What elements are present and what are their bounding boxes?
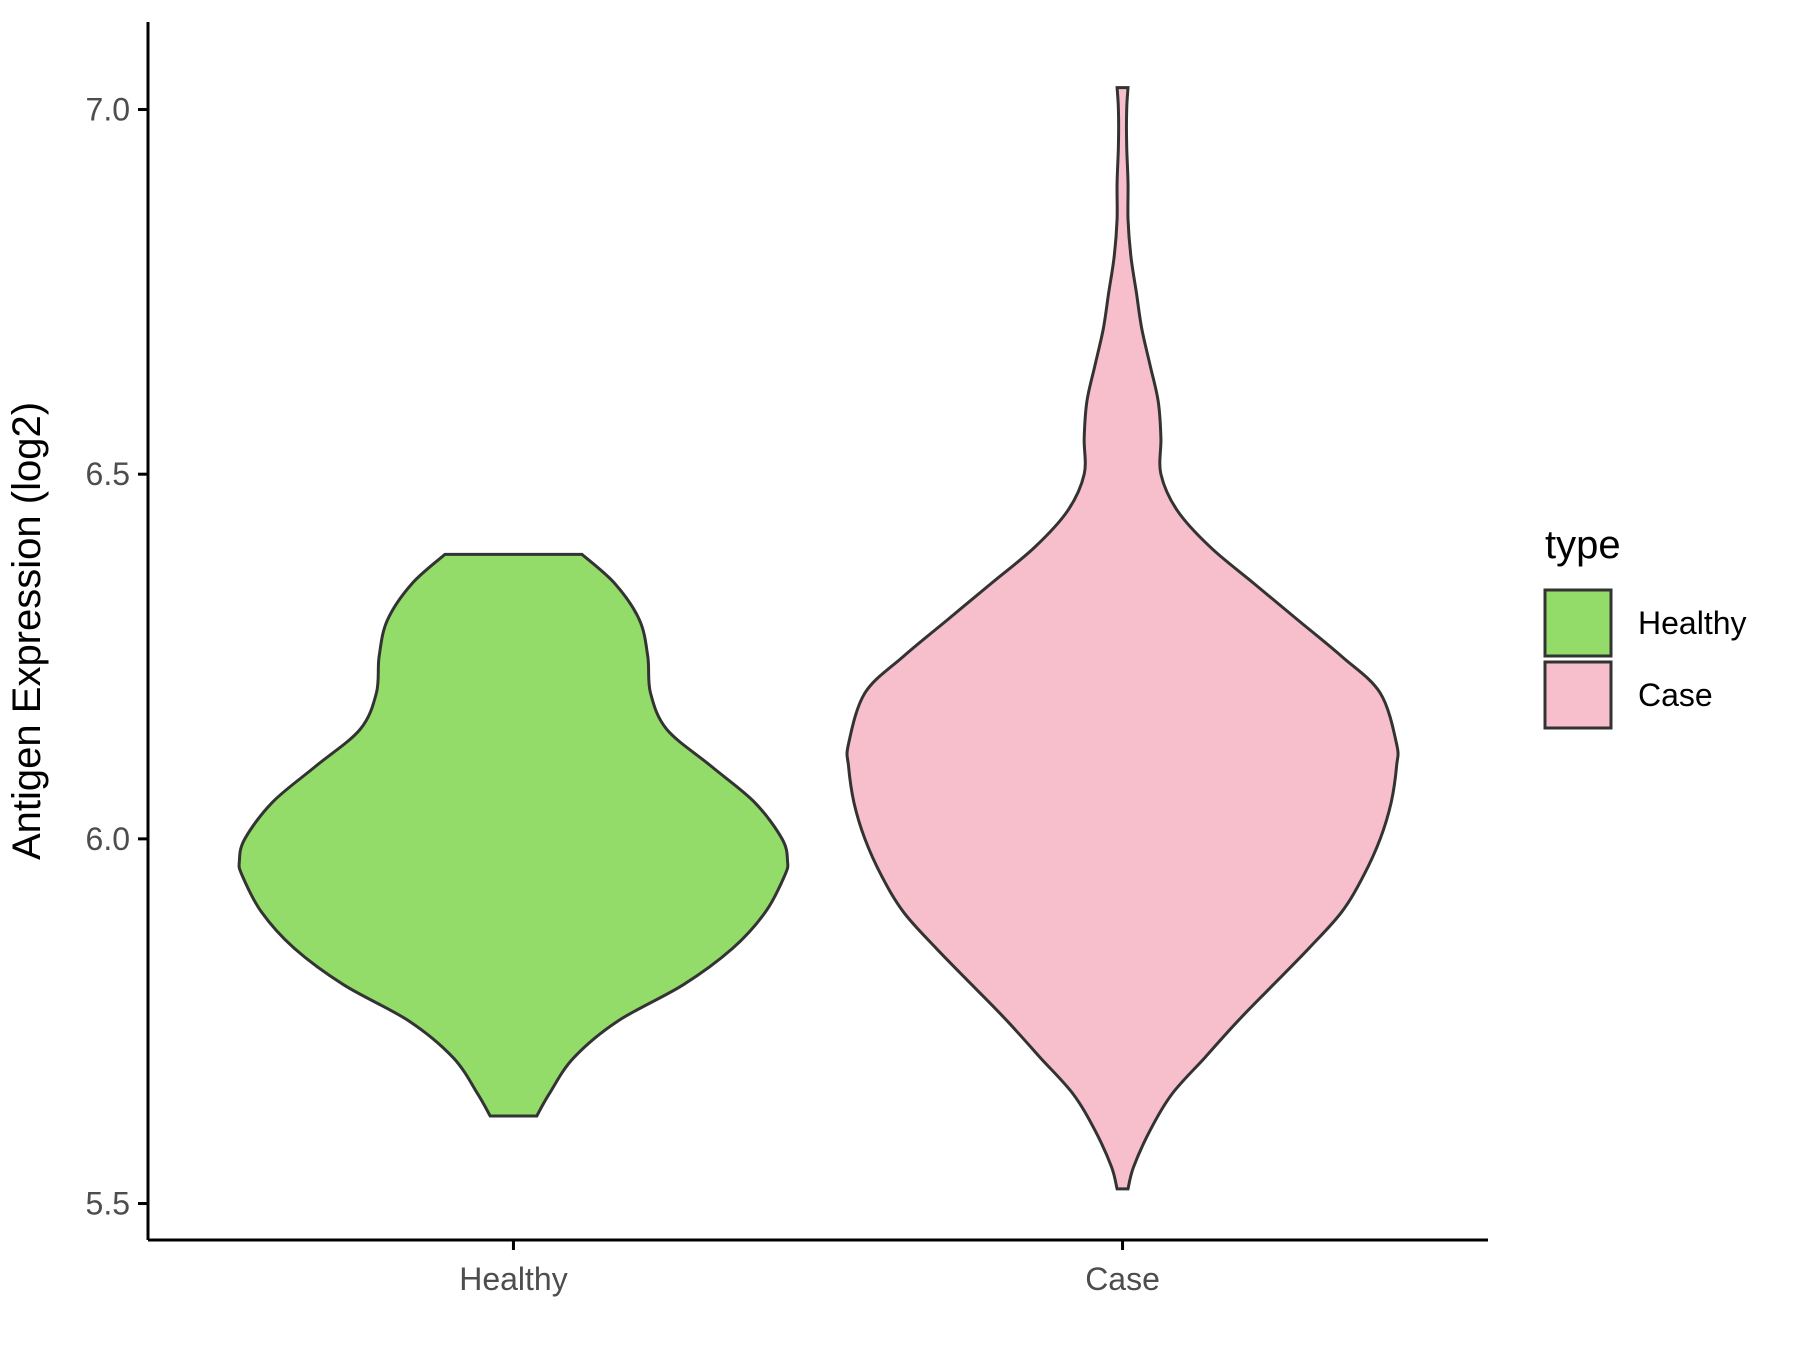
x-tick-label: Case bbox=[1085, 1261, 1160, 1297]
legend-title: type bbox=[1545, 523, 1621, 567]
legend-label-healthy: Healthy bbox=[1638, 605, 1747, 641]
violin-layer bbox=[237, 86, 1400, 1191]
x-ticks: Healthy Case bbox=[459, 1240, 1160, 1297]
legend-key-healthy bbox=[1543, 588, 1613, 658]
legend: type Healthy Case bbox=[1543, 523, 1747, 730]
y-tick-label: 6.5 bbox=[86, 456, 130, 492]
y-tick-label: 7.0 bbox=[86, 92, 130, 128]
y-ticks: 5.5 6.0 6.5 7.0 bbox=[86, 92, 148, 1222]
violin-case bbox=[845, 86, 1400, 1191]
y-tick-label: 6.0 bbox=[86, 821, 130, 857]
axes bbox=[146, 22, 1488, 1242]
legend-key-case bbox=[1543, 660, 1613, 730]
y-axis-title: Antigen Expression (log2) bbox=[5, 402, 49, 860]
legend-label-case: Case bbox=[1638, 677, 1713, 713]
violin-healthy bbox=[237, 552, 790, 1118]
x-tick-label: Healthy bbox=[459, 1261, 568, 1297]
y-tick-label: 5.5 bbox=[86, 1186, 130, 1222]
